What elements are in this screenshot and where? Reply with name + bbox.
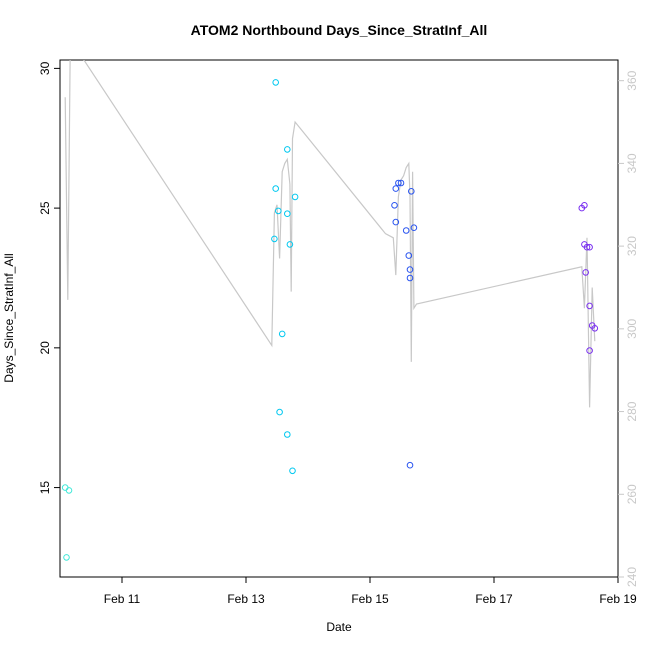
y-tick-label: 15 xyxy=(38,481,52,495)
line-series-layer xyxy=(64,60,596,408)
data-point xyxy=(63,554,70,561)
y-axis-label: Days_Since_StratInf_All xyxy=(2,253,16,382)
y-axis-right: 240 260 280 300 320 340 360 xyxy=(618,70,639,587)
data-point xyxy=(408,188,415,195)
data-point xyxy=(591,325,599,332)
data-point xyxy=(406,461,414,469)
data-point xyxy=(406,266,414,273)
data-point xyxy=(586,243,593,251)
data-point xyxy=(392,185,400,192)
data-point xyxy=(284,210,291,217)
data-point xyxy=(406,274,414,282)
data-point xyxy=(391,202,398,209)
y2-tick-label: 300 xyxy=(625,319,639,339)
data-point xyxy=(275,207,282,215)
line-series xyxy=(64,60,596,408)
data-point xyxy=(65,487,73,494)
y2-tick-label: 320 xyxy=(625,236,639,256)
y2-tick-label: 260 xyxy=(625,484,639,504)
data-point xyxy=(405,252,413,259)
x-tick-label: Feb 19 xyxy=(599,592,637,606)
data-point xyxy=(272,79,280,86)
x-axis: Feb 11 Feb 13 Feb 15 Feb 17 Feb 19 xyxy=(104,576,637,606)
data-point xyxy=(582,269,590,276)
y-tick-label: 25 xyxy=(38,201,52,215)
data-point xyxy=(402,227,410,234)
y-tick-label: 20 xyxy=(38,341,52,355)
data-point xyxy=(397,179,405,187)
x-tick-label: Feb 11 xyxy=(104,592,141,606)
point-series-layer xyxy=(61,79,599,561)
data-point xyxy=(278,330,286,338)
data-point xyxy=(581,202,588,209)
y2-tick-label: 280 xyxy=(625,401,639,421)
data-point xyxy=(291,193,299,201)
data-point xyxy=(276,408,283,416)
data-point xyxy=(289,467,296,475)
y2-tick-label: 240 xyxy=(625,567,639,587)
y-axis-left: 15 20 25 30 xyxy=(38,61,60,494)
data-point xyxy=(586,347,593,354)
data-point xyxy=(284,146,291,153)
x-tick-label: Feb 17 xyxy=(475,592,513,606)
data-point xyxy=(61,484,69,491)
data-point xyxy=(392,218,400,226)
data-point xyxy=(583,243,591,251)
y-tick-label: 30 xyxy=(38,61,52,75)
data-point xyxy=(284,431,291,438)
chart-title: ATOM2 Northbound Days_Since_StratInf_All xyxy=(191,22,488,38)
y2-tick-label: 360 xyxy=(625,70,639,90)
data-point xyxy=(286,241,294,248)
data-point xyxy=(272,185,280,192)
data-point xyxy=(586,302,593,310)
plot-frame xyxy=(59,59,619,578)
x-tick-label: Feb 15 xyxy=(351,592,389,606)
y2-tick-label: 340 xyxy=(625,153,639,173)
data-point xyxy=(410,224,418,231)
data-point xyxy=(271,235,278,243)
x-tick-label: Feb 13 xyxy=(227,592,265,606)
x-axis-label: Date xyxy=(326,620,352,634)
data-point xyxy=(395,179,402,187)
